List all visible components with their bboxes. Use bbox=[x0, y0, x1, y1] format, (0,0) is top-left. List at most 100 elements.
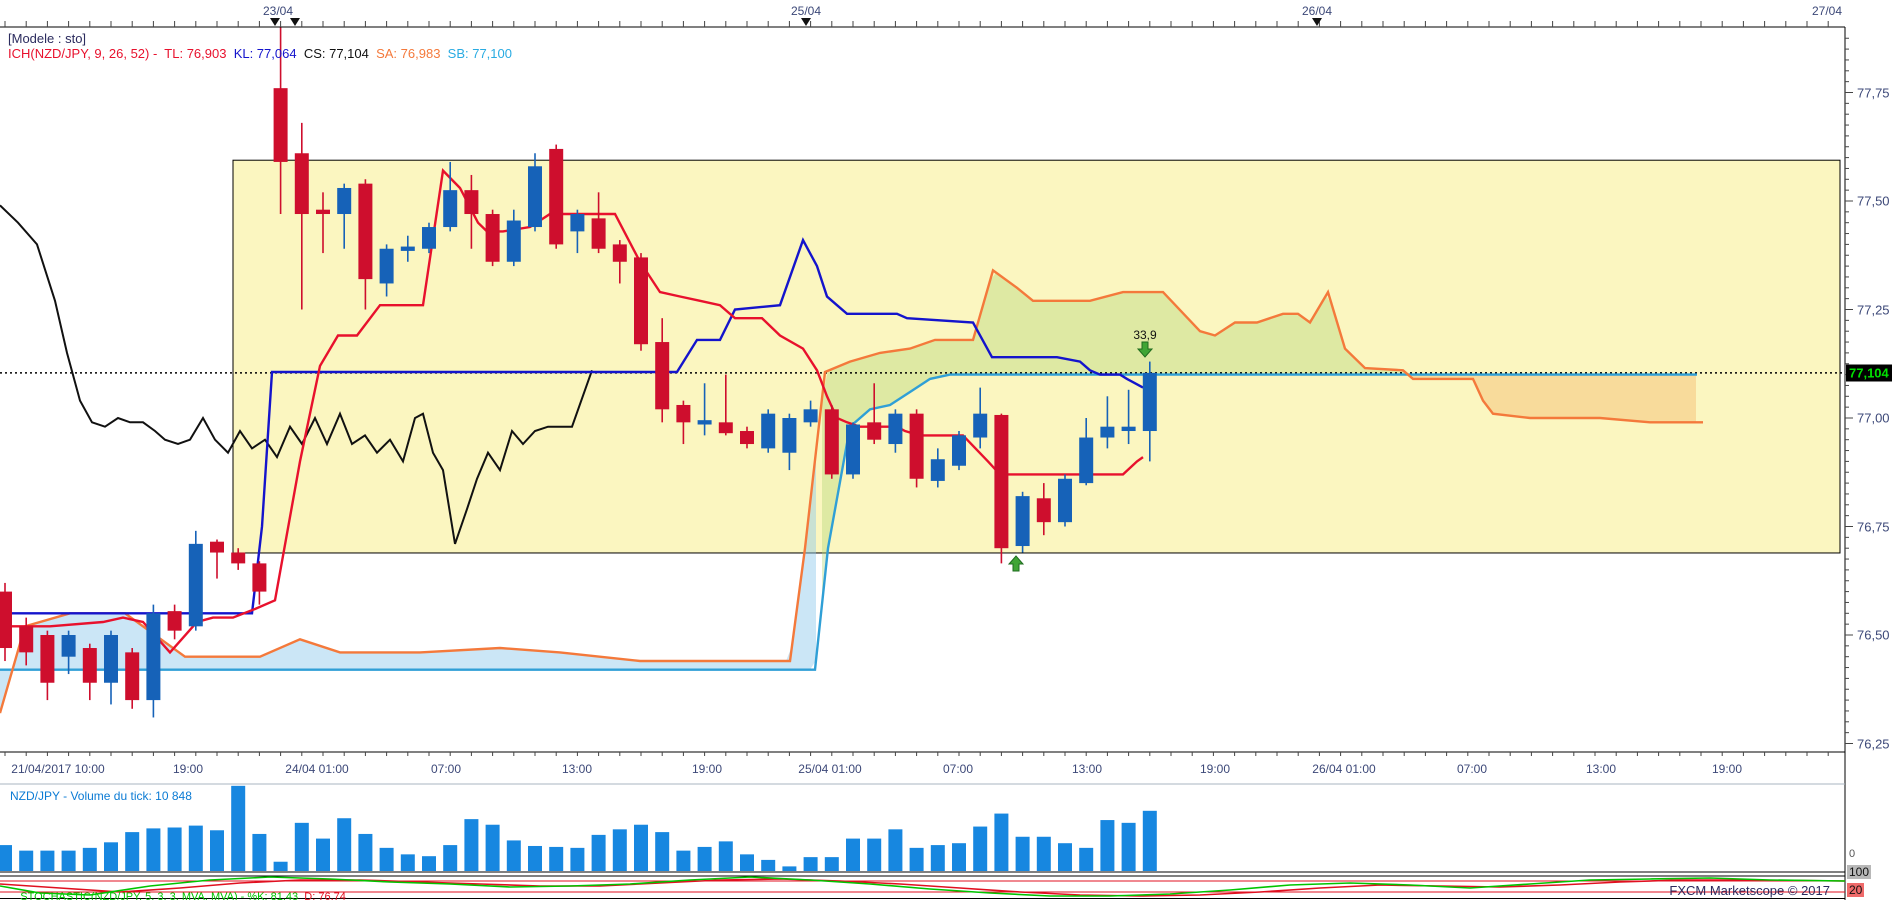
senkou-a-line bbox=[0, 268, 1703, 714]
candle-body bbox=[358, 183, 373, 280]
chikou-line bbox=[0, 204, 593, 545]
senkou-b-line bbox=[0, 373, 1697, 671]
volume-bar bbox=[761, 859, 776, 871]
candle-body bbox=[1079, 437, 1094, 484]
candle-body bbox=[549, 148, 564, 245]
candle-body bbox=[104, 635, 118, 683]
candle-body bbox=[231, 552, 246, 564]
candle-body bbox=[761, 413, 776, 449]
volume-bar bbox=[1121, 822, 1136, 871]
stoch-d-line bbox=[0, 878, 1846, 897]
candle-body bbox=[676, 404, 691, 423]
volume-bar bbox=[952, 843, 966, 871]
volume-bar bbox=[994, 813, 1009, 871]
volume-bar bbox=[61, 850, 76, 871]
candle-body bbox=[697, 420, 712, 425]
candle-body bbox=[1100, 426, 1115, 438]
candle-body bbox=[570, 214, 585, 232]
volume-bar bbox=[528, 845, 542, 871]
volume-bar bbox=[1100, 820, 1115, 871]
candle-body bbox=[994, 414, 1009, 549]
volume-pane[interactable] bbox=[0, 783, 1845, 873]
volume-bar bbox=[1036, 836, 1051, 871]
volume-bar bbox=[104, 842, 118, 871]
volume-bar bbox=[570, 847, 585, 871]
volume-bar bbox=[337, 818, 352, 871]
up-arrow-marker bbox=[1007, 555, 1025, 572]
volume-bar bbox=[358, 833, 373, 871]
candle-body bbox=[591, 218, 606, 249]
candle-body bbox=[740, 431, 754, 445]
volume-bar bbox=[1058, 843, 1072, 871]
chart-plot-area[interactable] bbox=[0, 26, 1846, 900]
candle-body bbox=[82, 648, 97, 683]
session-marker-triangle bbox=[801, 18, 811, 26]
candle-body bbox=[782, 418, 797, 453]
volume-bar bbox=[676, 850, 691, 871]
candle-body bbox=[1058, 478, 1072, 523]
candle-body bbox=[61, 635, 76, 657]
volume-bar bbox=[82, 847, 97, 871]
volume-bar bbox=[930, 845, 945, 871]
ichimoku-cloud-bull bbox=[822, 272, 1404, 605]
down-arrow-marker bbox=[1136, 341, 1154, 358]
volume-bar bbox=[294, 822, 309, 871]
candle-body bbox=[146, 613, 161, 701]
volume-bar bbox=[273, 861, 288, 871]
volume-bar bbox=[506, 840, 521, 871]
volume-bar bbox=[1015, 836, 1030, 871]
candle-body bbox=[506, 220, 521, 262]
candle-body bbox=[40, 635, 55, 683]
volume-bar bbox=[400, 854, 415, 871]
volume-bar bbox=[210, 830, 224, 871]
volume-bar bbox=[973, 826, 988, 871]
ichimoku-cloud-flat bbox=[1408, 374, 1696, 423]
volume-bar bbox=[655, 832, 670, 871]
candle-body bbox=[188, 543, 203, 627]
volume-bar bbox=[379, 847, 394, 871]
candle-body bbox=[1142, 372, 1157, 432]
volume-bar bbox=[867, 838, 882, 871]
volume-bar bbox=[485, 824, 500, 871]
candle-body bbox=[718, 422, 733, 434]
volume-bar bbox=[40, 850, 55, 871]
volume-bar bbox=[316, 838, 330, 871]
candle-body bbox=[125, 652, 140, 701]
volume-bar bbox=[1079, 847, 1094, 871]
volume-bar bbox=[612, 829, 627, 871]
volume-bar bbox=[0, 845, 12, 871]
candle-body bbox=[210, 541, 224, 553]
candle-body bbox=[846, 424, 860, 475]
session-marker-triangle bbox=[290, 18, 300, 26]
candle-body bbox=[930, 459, 945, 481]
candle-body bbox=[316, 209, 330, 215]
candle-body bbox=[952, 435, 966, 466]
candle-body bbox=[1036, 498, 1051, 523]
candle-body bbox=[167, 611, 182, 631]
candle-body bbox=[337, 187, 352, 215]
price-axis[interactable] bbox=[1845, 37, 1853, 744]
volume-bar bbox=[231, 785, 246, 871]
candle-body bbox=[867, 422, 882, 440]
candle-body bbox=[973, 413, 988, 438]
volume-bar bbox=[549, 846, 564, 871]
candle-body bbox=[379, 248, 394, 284]
stochastic-pane[interactable] bbox=[0, 875, 1846, 899]
candle-body bbox=[888, 413, 903, 445]
session-marker-triangle bbox=[1312, 18, 1322, 26]
candle-body bbox=[464, 190, 479, 215]
candle-body bbox=[634, 257, 648, 345]
candle-body bbox=[400, 246, 415, 251]
volume-bar bbox=[634, 824, 648, 871]
candle-body bbox=[1015, 496, 1030, 547]
volume-bar bbox=[125, 832, 140, 871]
volume-bar bbox=[146, 828, 161, 871]
time-axis[interactable] bbox=[4, 18, 1829, 756]
ichimoku-cloud-bear bbox=[0, 451, 816, 714]
volume-bar bbox=[167, 827, 182, 871]
volume-bar bbox=[422, 856, 436, 871]
volume-bar bbox=[718, 841, 733, 871]
candle-body bbox=[422, 227, 436, 249]
